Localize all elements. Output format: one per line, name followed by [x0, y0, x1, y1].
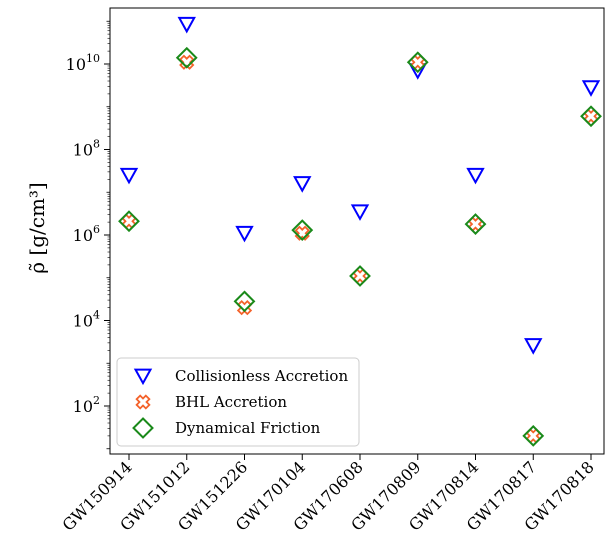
series-dynamical-friction: [118, 46, 602, 447]
y-tick-label: 108: [73, 138, 100, 160]
plot-frame: [109, 7, 605, 455]
legend-item: Dynamical Friction: [132, 417, 321, 439]
y-tick-label: 104: [73, 309, 100, 331]
legend-marker: [133, 368, 153, 386]
legend-label: Dynamical Friction: [175, 419, 321, 437]
y-tick-label: 1010: [66, 52, 100, 74]
data-point: [349, 265, 371, 287]
plot-area: [118, 16, 602, 447]
data-point: [466, 167, 485, 185]
data-point: [291, 219, 314, 242]
data-point: [522, 424, 545, 447]
legend-marker: [132, 417, 154, 439]
data-point: [581, 80, 601, 97]
y-tick-label: 102: [73, 394, 100, 416]
legend-marker: [135, 394, 151, 410]
data-point: [293, 176, 312, 193]
y-axis-ticks: 102 104 106 108 1010: [66, 20, 110, 450]
series-collisionless-accretion: [119, 16, 601, 355]
data-point: [464, 213, 487, 236]
data-point: [233, 290, 256, 313]
legend-item: BHL Accretion: [135, 393, 287, 411]
data-point: [119, 167, 139, 185]
data-point: [175, 46, 198, 69]
legend-label: BHL Accretion: [175, 393, 287, 411]
data-point: [580, 105, 602, 128]
legend-label: Collisionless Accretion: [175, 367, 348, 385]
y-tick-label: 106: [73, 223, 100, 245]
legend-box: [116, 357, 360, 447]
data-point: [524, 338, 543, 355]
data-point: [118, 210, 140, 233]
data-point: [406, 51, 429, 74]
data-point: [350, 204, 370, 221]
legend: Collisionless Accretion BHL Accretion Dyna…: [116, 357, 360, 447]
y-axis-label: ρ̃ [g/cm³]: [25, 182, 49, 273]
axes: [109, 7, 605, 455]
data-point: [235, 225, 254, 243]
data-point: [177, 16, 196, 34]
legend-item: Collisionless Accretion: [133, 367, 348, 386]
